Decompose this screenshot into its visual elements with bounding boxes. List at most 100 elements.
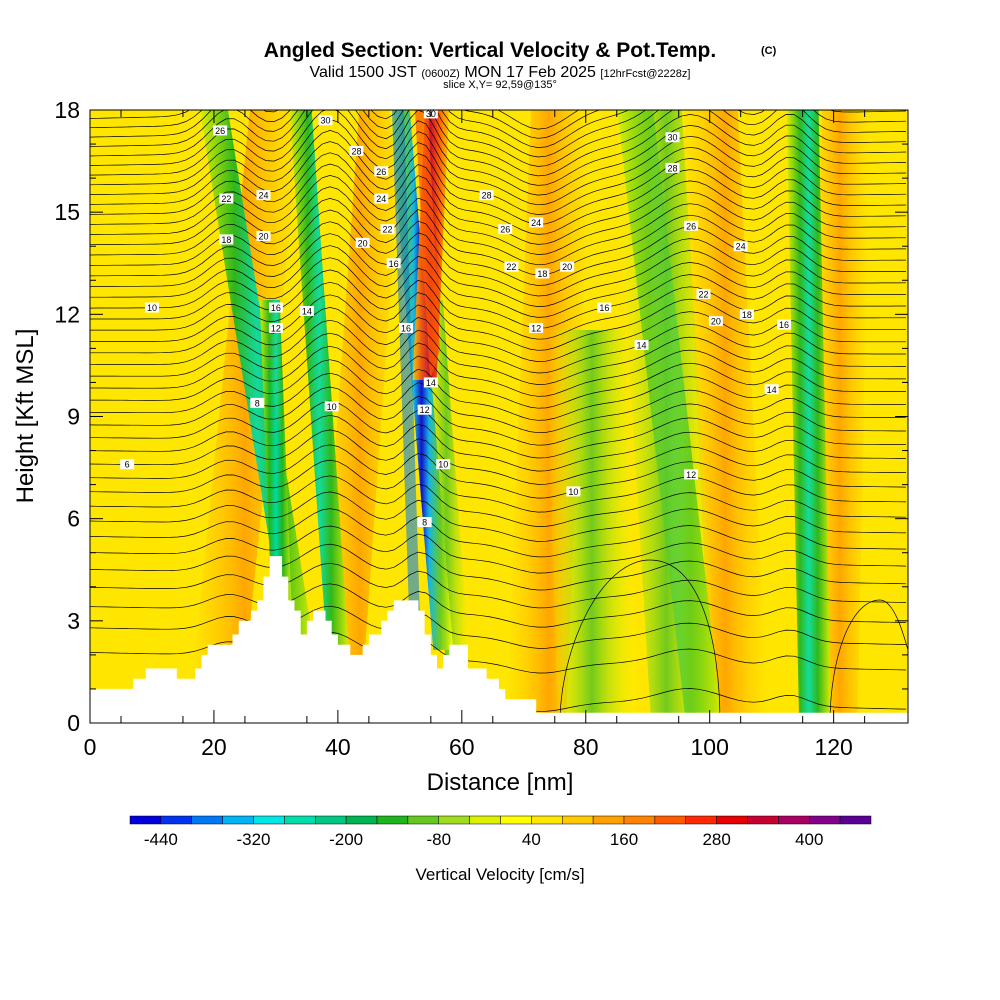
contour-label: 28	[351, 146, 361, 156]
contour-label-bg	[560, 261, 575, 272]
x-tick-label: 20	[201, 734, 227, 760]
contour-label-bg	[299, 305, 314, 316]
contour-label: 16	[389, 259, 399, 269]
colorbar-swatch	[809, 815, 841, 825]
contour-label-bg	[665, 162, 680, 173]
theta-contour	[90, 307, 906, 374]
colorbar-swatch	[469, 815, 501, 825]
contour-label-bg	[479, 190, 494, 201]
theta-contour	[90, 562, 907, 609]
theta-contour	[90, 130, 907, 215]
colorbar-swatch	[623, 815, 656, 825]
contour-label-bg	[219, 234, 234, 245]
contour-label-bg	[219, 193, 234, 204]
y-tick-label: 12	[54, 301, 80, 327]
contour-label-bg	[597, 302, 612, 313]
y-tick-label: 15	[54, 199, 80, 225]
contour-label-bg	[417, 517, 432, 528]
contour-label-bg	[684, 469, 699, 480]
contour-label: 14	[767, 385, 777, 395]
theta-contour	[90, 186, 906, 266]
contour-label: 20	[259, 232, 269, 242]
theta-contour	[90, 414, 907, 472]
contour-label-bg	[399, 322, 414, 333]
theta-contour	[90, 110, 907, 196]
contour-label-bg	[733, 241, 748, 252]
colorbar-swatch	[376, 815, 409, 825]
colorbar-tick-label: 400	[795, 830, 823, 849]
contour-label-bg	[634, 339, 649, 350]
contour-label-bg	[349, 145, 364, 156]
colorbar-swatch	[284, 815, 316, 825]
contour-label-bg	[423, 377, 438, 388]
band-lgreen-3	[613, 110, 719, 720]
colorbar-swatch	[592, 815, 625, 825]
contour-label-bg	[120, 459, 135, 470]
theta-contour	[90, 605, 907, 649]
theta-contour	[90, 475, 907, 527]
axes: 0 20 40 60 80 100 120 0 3 6 9 12 15 18	[54, 97, 908, 760]
contour-label: 22	[506, 262, 516, 272]
contour-label: 24	[531, 218, 541, 228]
band-green-2	[289, 110, 349, 650]
contour-label: 22	[382, 225, 392, 235]
contour-label: 10	[568, 487, 578, 497]
contour-label-bg	[318, 115, 333, 126]
theta-contour	[90, 508, 907, 558]
forecast-tag: [12hrFcst@2228z]	[600, 68, 690, 80]
theta-contour	[90, 345, 906, 409]
contour-label-bg	[504, 261, 519, 272]
contour-label: 10	[327, 402, 337, 412]
colorbar-swatch	[685, 815, 717, 825]
core-edge-orange	[415, 110, 440, 380]
y-axis-label: Height [Kft MSL]	[12, 329, 39, 504]
colorbar-swatch	[716, 815, 748, 825]
theta-contour	[90, 110, 907, 167]
contour-label-bg	[268, 322, 283, 333]
colorbar-tick-label: 40	[522, 830, 541, 849]
contour-label: 24	[736, 242, 746, 252]
x-tick-label: 120	[814, 734, 852, 760]
contour-label: 22	[698, 289, 708, 299]
theta-contour	[90, 198, 906, 276]
x-tick-label: 80	[573, 734, 599, 760]
contour-label: 18	[537, 269, 547, 279]
contour-label-bg	[436, 459, 451, 470]
contour-label-bg	[256, 190, 271, 201]
contour-label: 26	[376, 167, 386, 177]
contour-label-bg	[764, 384, 779, 395]
colorbar-swatch	[839, 815, 872, 825]
colorbar: -440 -320 -200 -80 40 160 280 400	[129, 815, 872, 849]
valid-date: MON 17 Feb 2025	[464, 64, 596, 81]
contour-label-bg	[268, 302, 283, 313]
contour-label: 20	[358, 238, 368, 248]
theta-contour	[90, 221, 906, 297]
colorbar-swatch	[500, 815, 532, 825]
contour-label: 28	[668, 163, 678, 173]
terrain	[90, 556, 908, 723]
colorbar-tick-label: 160	[610, 830, 638, 849]
colorbar-swatch	[778, 815, 810, 825]
contour-label-bg	[374, 166, 389, 177]
contour-label: 28	[482, 191, 492, 201]
contour-label-bg	[529, 322, 544, 333]
contour-label: 8	[255, 398, 260, 408]
contour-label-bg	[665, 132, 680, 143]
chart-title-tag: (C)	[761, 45, 777, 57]
contour-label-bg	[386, 258, 401, 269]
theta-contour	[90, 152, 907, 235]
contour-label-bg	[529, 217, 544, 228]
contour-label: 30	[668, 133, 678, 143]
contour-label: 14	[637, 340, 647, 350]
contour-label: 10	[438, 460, 448, 470]
theta-contour	[90, 245, 906, 318]
contour-label: 30	[320, 116, 330, 126]
contour-label-bg	[535, 268, 550, 279]
theta-contour	[90, 110, 601, 139]
theta-contour	[90, 269, 906, 340]
contour-label-bg	[696, 288, 711, 299]
valid-line: Valid 1500 JST (0600Z) MON 17 Feb 2025 […	[310, 64, 691, 81]
contour-label-bg	[777, 319, 792, 330]
theta-contour	[90, 386, 906, 446]
